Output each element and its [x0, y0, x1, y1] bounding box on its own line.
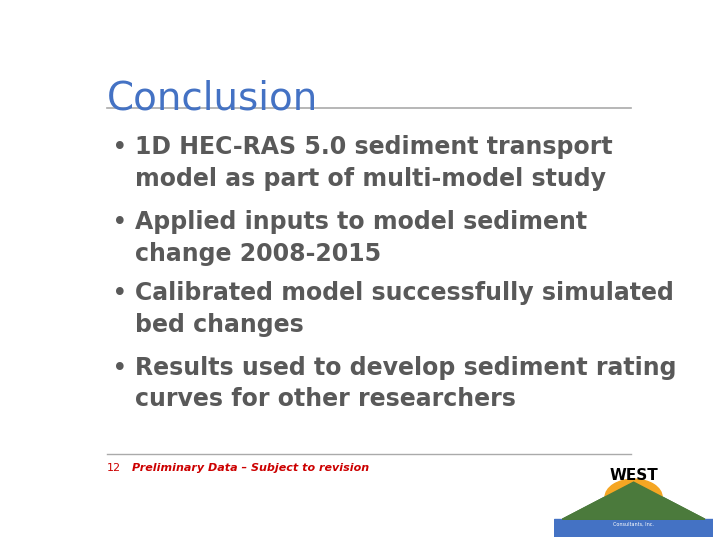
Text: Results used to develop sediment rating
curves for other researchers: Results used to develop sediment rating …	[135, 356, 676, 411]
Bar	[554, 519, 713, 537]
Text: Applied inputs to model sediment
change 2008-2015: Applied inputs to model sediment change …	[135, 210, 587, 266]
Polygon shape	[562, 482, 705, 519]
Text: Conclusion: Conclusion	[107, 79, 318, 117]
Text: •: •	[112, 136, 128, 161]
Text: 12: 12	[107, 463, 121, 473]
Text: WEST: WEST	[609, 468, 658, 483]
Text: •: •	[112, 281, 128, 307]
Text: Calibrated model successfully simulated
bed changes: Calibrated model successfully simulated …	[135, 281, 673, 336]
Text: Preliminary Data – Subject to revision: Preliminary Data – Subject to revision	[132, 463, 369, 473]
Text: 1D HEC-RAS 5.0 sediment transport
model as part of multi-model study: 1D HEC-RAS 5.0 sediment transport model …	[135, 136, 612, 191]
Text: •: •	[112, 356, 128, 382]
Text: Consultants, Inc.: Consultants, Inc.	[613, 522, 654, 527]
Circle shape	[605, 479, 662, 515]
Text: •: •	[112, 210, 128, 237]
Polygon shape	[562, 482, 705, 519]
